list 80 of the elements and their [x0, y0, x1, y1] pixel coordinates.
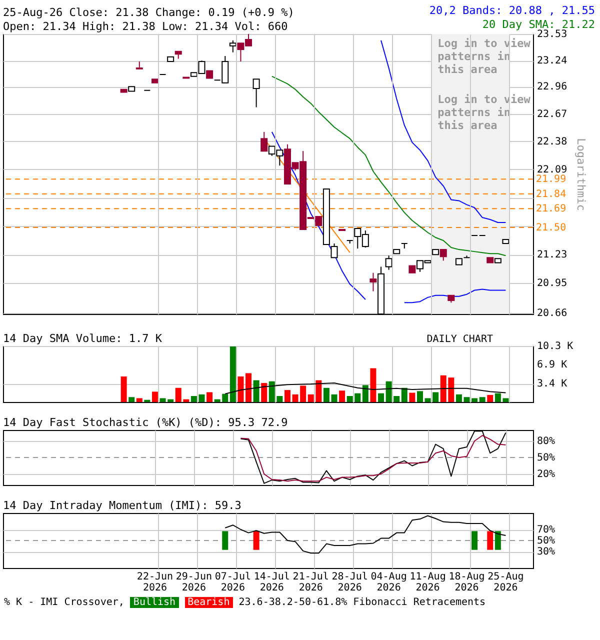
bar	[128, 397, 135, 402]
text: Bullish	[130, 597, 179, 608]
x-tick-label: 14-Jul 2026	[254, 572, 290, 594]
bar	[416, 391, 423, 402]
bar	[253, 380, 260, 402]
bar	[331, 394, 338, 402]
text: 23.6-38.2-50-61.8% Fibonacci Retracements	[238, 597, 486, 608]
bar	[152, 392, 158, 402]
x-tick-label: 07-Jul 2026	[214, 572, 251, 594]
bar	[456, 394, 462, 402]
bar	[323, 388, 330, 402]
line-series	[224, 382, 506, 394]
y-tick-label: 30%	[537, 546, 556, 558]
candlestick	[252, 78, 260, 108]
bar	[198, 394, 205, 402]
ref-line-label: 21.50	[536, 222, 566, 234]
bar	[120, 376, 127, 402]
chart-title: 14 Day SMA Volume: 1.7 K	[3, 332, 162, 345]
x-tick-label: 22-Jun 2026	[136, 572, 174, 594]
y-tick-label: 50%	[537, 536, 556, 546]
bar	[238, 376, 244, 402]
bar	[339, 390, 346, 402]
candlestick	[400, 243, 408, 250]
y-tick-label: 20.66	[537, 308, 568, 319]
bar	[190, 396, 197, 402]
chart-title: 14 Day Intraday Momentum (IMI): 59.3	[3, 499, 242, 512]
bar	[261, 382, 268, 402]
ref-line-label: 21.84	[536, 188, 566, 200]
x-tick-label: 21-Jul 2026	[292, 572, 329, 594]
y-tick-label: 6.9 K	[537, 359, 568, 370]
bar	[370, 368, 376, 402]
x-tick-label: 11-Aug 2026	[410, 572, 446, 594]
bar	[378, 393, 384, 402]
y-tick-label: 22.09	[537, 164, 568, 176]
line-series	[404, 288, 506, 304]
x-tick-label: 28-Jul 2026	[332, 572, 368, 594]
y-tick-label: 50%	[537, 452, 556, 464]
candlestick	[385, 255, 392, 270]
y-tick-label: 10.3 K	[537, 341, 574, 352]
y-tick-label: 23.24	[537, 56, 568, 67]
bar	[401, 388, 408, 402]
y-tick-label: 22.96	[537, 82, 568, 93]
x-tick-label: 04-Aug 2026	[370, 572, 407, 594]
x-tick-label: 25-Aug 2026	[488, 572, 524, 594]
text: 20,2 Bands: 20.88 , 21.55	[429, 4, 595, 17]
candlestick	[260, 131, 268, 152]
bar	[362, 385, 368, 402]
x-tick-label: 18-Aug 2026	[448, 572, 485, 594]
y-tick-label: 22.38	[537, 136, 568, 148]
candlestick	[229, 40, 236, 53]
bar	[284, 390, 290, 402]
y-tick-label: 3.4 K	[537, 378, 568, 390]
bar	[246, 373, 252, 402]
y-tick-label: 20%	[537, 469, 556, 480]
bar	[479, 397, 486, 402]
text: Bearish	[184, 597, 233, 608]
candlestick	[330, 243, 338, 258]
y-tick-label: 70%	[537, 524, 556, 536]
chart-subtitle: Open: 21.34 High: 21.38 Low: 21.34 Vol: 660	[3, 20, 288, 33]
y-tick-label: 21.23	[537, 250, 568, 261]
y-tick-label: 20.95	[537, 278, 568, 290]
text: % K - IMI Crossover,	[4, 597, 124, 608]
y-tick-label: 80%	[537, 436, 556, 447]
y-tick-label: 22.67	[537, 108, 568, 120]
chart-title: 25-Aug-26 Close: 21.38 Change: 0.19 (+0.9 %)	[3, 6, 294, 19]
ref-line-label: 21.69	[536, 204, 566, 215]
x-tick-label: 29-Jun 2026	[176, 572, 212, 594]
candlestick	[440, 249, 447, 262]
bar	[206, 392, 213, 402]
bar	[230, 346, 236, 402]
y-tick-label: 23.53	[537, 29, 568, 40]
ref-line-label: 21.99	[536, 174, 566, 186]
bar	[409, 392, 416, 402]
y-axis-title: Logarithmic	[574, 138, 588, 211]
text: 20 Day SMA: 21.22	[482, 18, 595, 31]
bar	[136, 398, 142, 402]
text: DAILY CHART	[426, 334, 493, 345]
bar	[487, 394, 494, 402]
chart-title: 14 Day Fast Stochastic (%K) (%D): 95.3 72.9	[3, 416, 288, 429]
candlestick	[370, 272, 377, 292]
